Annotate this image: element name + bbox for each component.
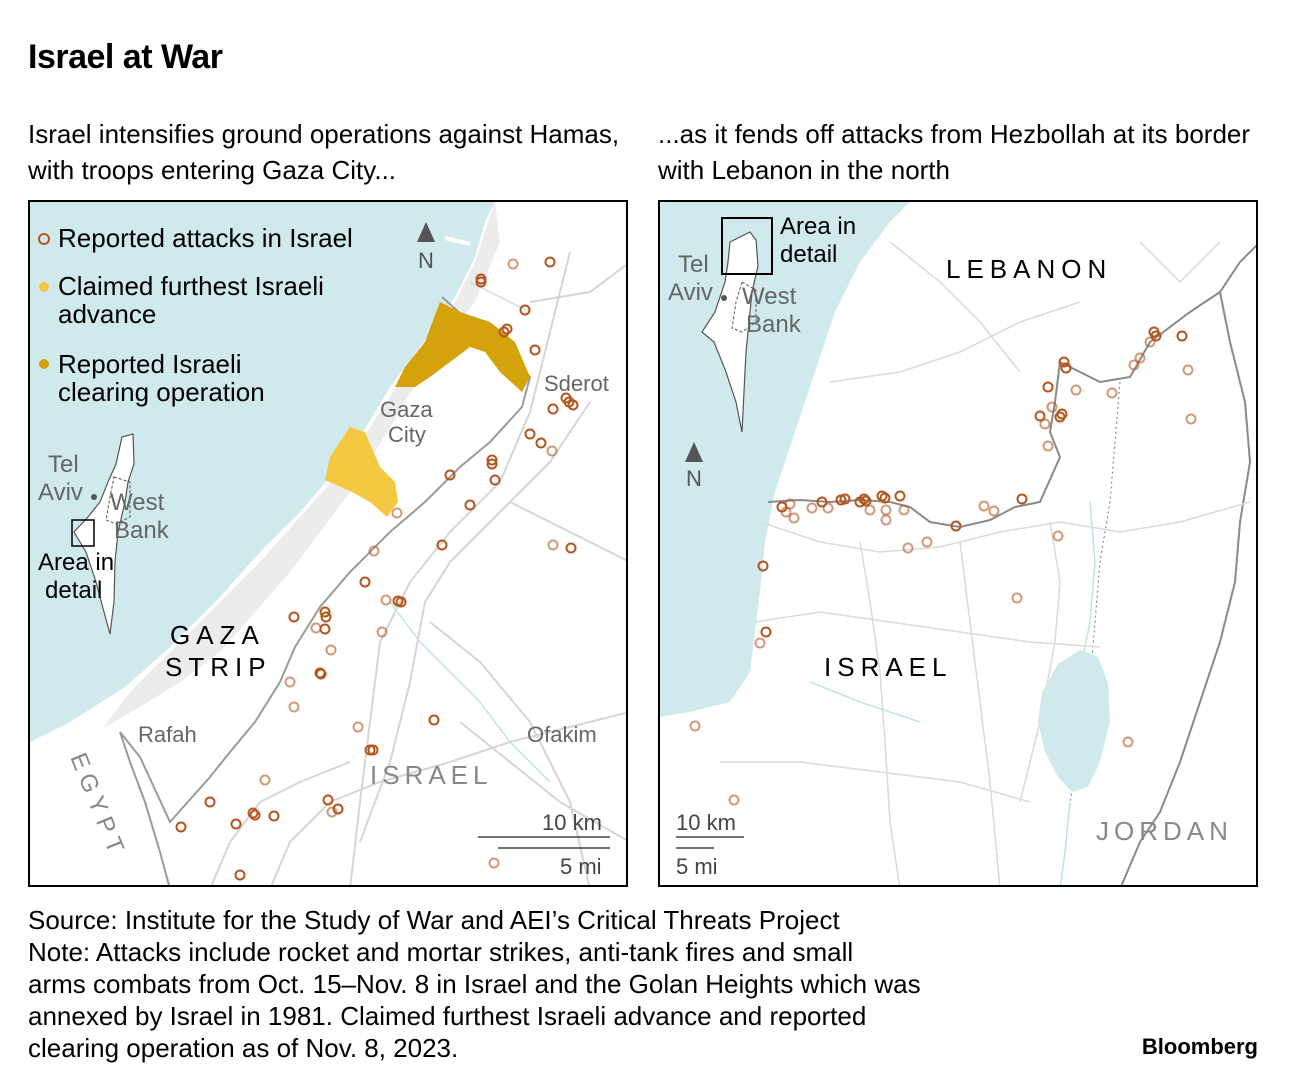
roads [720, 241, 1251, 885]
locator-area-in: Area in [38, 549, 114, 576]
label-gaza-city-2: City [388, 422, 426, 447]
legend-clearing-marker [39, 359, 49, 369]
label-egypt: EGYPT [64, 749, 131, 862]
scale-bar: 10 km 5 mi [676, 810, 744, 879]
locator-bank: Bank [746, 311, 802, 338]
label-lebanon: LEBANON [946, 254, 1112, 284]
attack-markers [175, 256, 579, 881]
egypt-border [119, 731, 170, 885]
legend-advance-label-1: Claimed furthest Israeli [58, 271, 324, 301]
locator-detail: detail [45, 577, 102, 604]
locator-inset: Tel Aviv West Bank Area in detail [668, 213, 856, 433]
locator-inset: Tel Aviv West Bank Area in detail [38, 433, 170, 635]
area-in-detail-box [721, 217, 773, 275]
area-in-detail-box [71, 519, 95, 547]
svg-text:10 km: 10 km [542, 810, 602, 835]
locator-area-in: Area in [780, 213, 856, 240]
footer-notes: Source: Institute for the Study of War a… [28, 904, 921, 1064]
locator-aviv: Aviv [668, 279, 713, 306]
source-line: Source: Institute for the Study of War a… [28, 905, 840, 935]
legend-clearing-label-2: clearing operation [58, 377, 265, 407]
attack-markers [689, 326, 1197, 806]
gaza-map: Reported attacks in Israel Claimed furth… [28, 200, 628, 887]
note-line-2: arms combats from Oct. 15–Nov. 8 in Isra… [28, 969, 921, 999]
label-rafah: Rafah [138, 722, 197, 747]
claimed-advance-area [325, 427, 398, 517]
svg-text:N: N [418, 248, 434, 273]
streams [809, 501, 1096, 885]
note-line-3: annexed by Israel in 1981. Claimed furth… [28, 1001, 867, 1031]
locator-bank: Bank [114, 517, 170, 544]
north-border-map: Tel Aviv West Bank Area in detail N LEBA… [658, 200, 1258, 887]
label-israel: ISRAEL [824, 652, 953, 682]
golan-border [1120, 291, 1252, 885]
locator-aviv: Aviv [38, 479, 83, 506]
sea-of-galilee [1038, 650, 1110, 792]
note-line-1: Note: Attacks include rocket and mortar … [28, 937, 854, 967]
locator-detail: detail [780, 241, 837, 268]
note-line-4: clearing operation as of Nov. 8, 2023. [28, 1033, 459, 1063]
locator-west: West [110, 489, 165, 516]
label-israel: ISRAEL [370, 760, 493, 790]
svg-text:5 mi: 5 mi [676, 854, 718, 879]
legend-attack-marker [38, 233, 50, 245]
north-map-svg: Tel Aviv West Bank Area in detail N LEBA… [660, 202, 1256, 885]
north-arrow-icon: N [417, 222, 471, 273]
locator-tel: Tel [678, 251, 709, 278]
label-jordan: JORDAN [1096, 816, 1233, 846]
gaza-border [119, 296, 532, 824]
gaza-map-svg: Reported attacks in Israel Claimed furth… [30, 202, 626, 885]
label-sderot: Sderot [544, 371, 609, 396]
locator-west: West [742, 283, 797, 310]
bloomberg-logo: Bloomberg [1141, 1034, 1258, 1059]
legend-advance-marker [39, 282, 49, 292]
locator-tel: Tel [48, 451, 79, 478]
legend-clearing-label-1: Reported Israeli [58, 349, 242, 379]
subtitle-right: ...as it fends off attacks from Hezbolla… [658, 119, 1251, 185]
clearing-operation-area [395, 302, 530, 392]
label-gaza-city-1: Gaza [380, 397, 433, 422]
label-ofakim: Ofakim [527, 722, 597, 747]
sea [30, 202, 495, 742]
scale-bar: 10 km 5 mi [478, 810, 610, 879]
roads [210, 251, 626, 885]
subtitle-left: Israel intensifies ground operations aga… [28, 119, 620, 185]
armistice-line [1069, 381, 1121, 803]
lebanon-israel-border [767, 244, 1256, 529]
north-arrow-icon: N [685, 442, 703, 491]
svg-text:5 mi: 5 mi [560, 854, 602, 879]
label-gaza-strip-1: GAZA [170, 620, 265, 650]
legend-attacks-label: Reported attacks in Israel [58, 223, 353, 253]
svg-text:N: N [686, 466, 702, 491]
legend: Reported attacks in Israel Claimed furth… [38, 223, 353, 407]
chart-title: Israel at War [28, 38, 223, 76]
svg-text:10 km: 10 km [676, 810, 736, 835]
label-gaza-strip-2: STRIP [165, 652, 272, 682]
legend-advance-label-2: advance [58, 299, 156, 329]
